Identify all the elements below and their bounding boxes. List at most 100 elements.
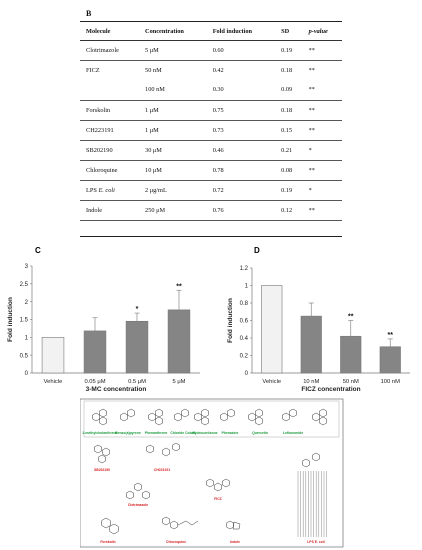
- cell-molecule: SB202190: [80, 140, 140, 161]
- y-axis-title: Fold induction: [7, 297, 14, 342]
- table-row: Clotrimazole 5 μM 0.60 0.19 **: [80, 40, 342, 61]
- y-tick-label: 3: [25, 264, 29, 270]
- table-row: LPS E. coli 2 μg/mL 0.72 0.19 *: [80, 180, 342, 201]
- y-tick-label: 0.6: [240, 319, 249, 325]
- table-header-row: Molecule Concentration Fold induction SD…: [80, 23, 342, 41]
- y-tick-label: 1.2: [240, 266, 249, 272]
- structure-ring: [162, 516, 170, 526]
- cell-concentration: 250 μM: [139, 200, 207, 221]
- table-row: Forskolin 1 μM 0.75 0.18 **: [80, 100, 342, 121]
- x-tick-label: 50 nM: [343, 379, 359, 385]
- y-tick-label: 0.5: [20, 353, 29, 359]
- x-tick-label: 5 μM: [172, 379, 185, 385]
- cell-concentration: 1 μM: [139, 100, 207, 121]
- cell-molecule-italic: E. coli: [98, 186, 115, 194]
- structure-label-green: 3-methylcholanthrene: [82, 431, 117, 435]
- cell-sd: 0.19: [275, 180, 303, 201]
- y-tick-label: 2: [25, 300, 29, 306]
- structure-label-red: Clotrimazole: [128, 503, 148, 507]
- bar: [41, 337, 65, 374]
- significance-label: **: [388, 332, 394, 339]
- bar: [83, 330, 107, 374]
- header-p-value: p-value: [302, 23, 342, 41]
- cell-p: **: [302, 40, 342, 61]
- cell-molecule: Forskolin: [80, 100, 140, 121]
- structure-label-green: Hydrocortisone: [192, 431, 217, 435]
- table-bottom-rule: [80, 236, 342, 237]
- cell-concentration: 2 μg/mL: [139, 180, 207, 201]
- structure-ring: [172, 442, 180, 452]
- cell-sd: 0.09: [275, 80, 303, 101]
- structure-ring: [227, 408, 235, 418]
- cell-sd: 0.19: [275, 40, 303, 61]
- panel-e-frame: [80, 398, 344, 548]
- structure-ring: [146, 444, 154, 454]
- table-row: SB202190 30 μM 0.46 0.21 *: [80, 140, 342, 161]
- cell-fold: 0.76: [206, 200, 276, 221]
- x-tick-label: 0.5 μM: [128, 379, 146, 385]
- cell-molecule: Indole: [80, 200, 140, 221]
- panel-d-label: D: [254, 246, 260, 255]
- cell-p: **: [302, 200, 342, 221]
- bar: [379, 346, 401, 374]
- cell-sd: 0.21: [275, 140, 303, 161]
- table-row: Indole 250 μM 0.76 0.12 **: [80, 200, 342, 221]
- table-row: 100 nM 0.30 0.09 **: [80, 80, 342, 101]
- cell-molecule: FICZ: [86, 66, 100, 74]
- x-tick-label: Vehicle: [44, 379, 63, 385]
- cell-concentration: 50 nM: [145, 66, 162, 74]
- structure-ring: [170, 520, 178, 530]
- structure-ring: [312, 452, 320, 462]
- structure-ring: [127, 408, 135, 418]
- x-tick-label: 0.05 μM: [84, 379, 105, 385]
- cell-fold: 0.60: [206, 40, 276, 61]
- cell-fold: 0.30: [206, 80, 276, 101]
- y-axis-title: Fold induction: [227, 298, 234, 343]
- x-tick-label: 100 nM: [381, 379, 401, 385]
- structure-label-green: Benzo(a)pyrene: [115, 431, 141, 435]
- structure-ring: [162, 447, 170, 457]
- panel-c-chart: C 0 0.5 1 1.5 2 2.5 3 Vehicle 0.05 μM * 0.5 μM ** 5 …: [7, 246, 200, 393]
- cell-p: **: [308, 66, 315, 74]
- structure-ring: [226, 520, 234, 530]
- y-tick-label: 1: [25, 336, 29, 342]
- cell-fold: 0.75: [206, 100, 276, 121]
- cell-sd: 0.08: [275, 160, 303, 181]
- cell-fold: 0.73: [206, 120, 276, 141]
- structure-label-red: SB202190: [94, 468, 110, 472]
- cell-molecule: Chloroquine: [80, 160, 140, 181]
- structure-ring: [98, 454, 106, 464]
- structure-ring: [255, 416, 263, 426]
- structure-label-red: CH223191: [154, 468, 170, 472]
- structure-chain: [177, 520, 199, 526]
- cell-sd: 0.12: [275, 200, 303, 221]
- structure-ring: [222, 478, 230, 488]
- x-tick-label: 10 nM: [303, 379, 319, 385]
- structure-ring: [99, 416, 107, 426]
- structure-ring: [109, 523, 119, 535]
- structure-label-red: Forskolin: [100, 540, 115, 544]
- cell-concentration: 5 μM: [139, 40, 207, 61]
- significance-label: **: [348, 314, 354, 321]
- structure-ring: [201, 416, 209, 426]
- structure-label-red: LPS E. coli: [307, 540, 325, 544]
- cell-p: **: [302, 120, 342, 141]
- structure-label-red: Indole: [230, 540, 240, 544]
- cell-concentration: 100 nM: [139, 80, 207, 101]
- cell-molecule: [80, 80, 140, 101]
- structure-ring: [214, 482, 222, 492]
- row1-frame: [83, 400, 340, 438]
- cell-concentration: 30 μM: [139, 140, 207, 161]
- cell-fold: 0.72: [206, 180, 276, 201]
- cell-p: **: [302, 160, 342, 181]
- bar: [340, 335, 362, 374]
- bar: [167, 309, 191, 374]
- y-tick-label: 0.8: [240, 301, 249, 307]
- structure-label-green: Leflunomide: [283, 431, 303, 435]
- structure-label-green: Quercetin: [252, 431, 268, 435]
- x-axis-title: 3-MC concentration: [86, 386, 147, 393]
- structure-ring: [319, 416, 327, 426]
- table-top-rule: [80, 21, 342, 22]
- header-concentration: Concentration: [139, 23, 207, 41]
- header-molecule: Molecule: [80, 23, 140, 41]
